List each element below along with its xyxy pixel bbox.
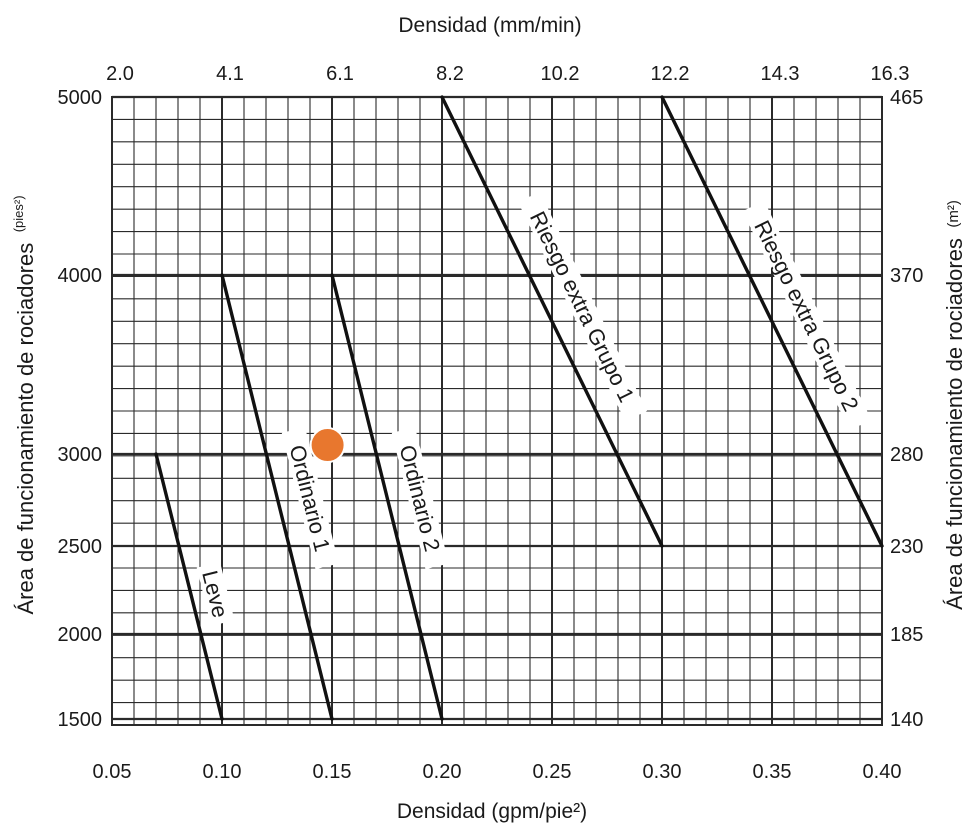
- series-line: [220, 273, 334, 721]
- top-x-tick-labels: 2.0 4.1 6.1 8.2 10.2 12.2 14.3 16.3: [106, 63, 909, 85]
- y-right-tick-label: 370: [890, 265, 923, 287]
- x-top-tick-label: 10.2: [541, 63, 580, 85]
- series-label: Riesgo extra Grupo 2: [749, 216, 863, 415]
- series-line: [660, 95, 884, 548]
- series-label-bg: [518, 191, 647, 422]
- major-grid: [111, 95, 883, 726]
- y-left-title-group: Área de funcionamiento de rociadores (pi…: [11, 195, 38, 614]
- bottom-x-tick-labels: 0.05 0.10 0.15 0.20 0.25 0.30 0.35 0.40: [93, 761, 902, 783]
- series-label-bg: [391, 427, 449, 570]
- y-left-tick-label: 3000: [58, 444, 103, 466]
- x-top-tick-label: 14.3: [761, 63, 800, 85]
- highlight-marker: [309, 427, 346, 464]
- x-top-tick-label: 8.2: [436, 63, 464, 85]
- x-bottom-tick-label: 0.15: [313, 761, 352, 783]
- y-left-tick-label: 1500: [58, 709, 103, 731]
- y-left-tick-label: 5000: [58, 87, 103, 109]
- series-line: [154, 452, 224, 721]
- series-line: [440, 95, 664, 548]
- series-label-group: Leve: [196, 561, 235, 626]
- y-right-tick-label: 185: [890, 624, 923, 646]
- x-bottom-tick-label: 0.20: [423, 761, 462, 783]
- x-top-tick-label: 2.0: [106, 63, 134, 85]
- x-top-tick-label: 12.2: [651, 63, 690, 85]
- right-y-tick-labels: 140 185 230 280 370 465: [890, 87, 923, 731]
- series-label-group: Riesgo extra Grupo 1: [518, 191, 647, 422]
- series-label-bg: [742, 200, 872, 431]
- y-right-title: Área de funcionamiento de rociadores (m²…: [942, 200, 967, 610]
- y-right-title-group: Área de funcionamiento de rociadores (m²…: [942, 200, 967, 610]
- series-line: [330, 273, 444, 721]
- x-top-tick-label: 16.3: [871, 63, 910, 85]
- x-bottom-tick-label: 0.30: [643, 761, 682, 783]
- series-lines: [154, 95, 884, 721]
- x-bottom-tick-label: 0.10: [203, 761, 242, 783]
- series-label-group: Riesgo extra Grupo 2: [742, 200, 872, 431]
- x-bottom-tick-label: 0.05: [93, 761, 132, 783]
- y-left-tick-label: 2500: [58, 536, 103, 558]
- y-right-tick-label: 465: [890, 87, 923, 109]
- y-left-title: Área de funcionamiento de rociadores (pi…: [11, 195, 38, 614]
- y-right-tick-label: 280: [890, 444, 923, 466]
- series-label: Riesgo extra Grupo 1: [525, 207, 639, 406]
- x-bottom-tick-label: 0.40: [863, 761, 902, 783]
- left-y-tick-labels: 1500 2000 2500 3000 4000 5000: [58, 87, 103, 731]
- series-label: Ordinario 2: [395, 442, 445, 554]
- y-right-tick-label: 230: [890, 536, 923, 558]
- x-top-tick-label: 4.1: [216, 63, 244, 85]
- series-label-bg: [196, 561, 235, 626]
- y-right-tick-label: 140: [890, 709, 923, 731]
- y-left-tick-label: 4000: [58, 265, 103, 287]
- plot-border: [111, 96, 883, 726]
- x-bottom-title: Densidad (gpm/pie²): [397, 800, 587, 823]
- series-label-bg: [281, 427, 339, 570]
- minor-grid: [111, 96, 883, 726]
- x-bottom-tick-label: 0.25: [533, 761, 572, 783]
- x-top-tick-label: 6.1: [326, 63, 354, 85]
- y-left-tick-label: 2000: [58, 624, 103, 646]
- x-top-title: Densidad (mm/min): [398, 14, 581, 37]
- x-bottom-tick-label: 0.35: [753, 761, 792, 783]
